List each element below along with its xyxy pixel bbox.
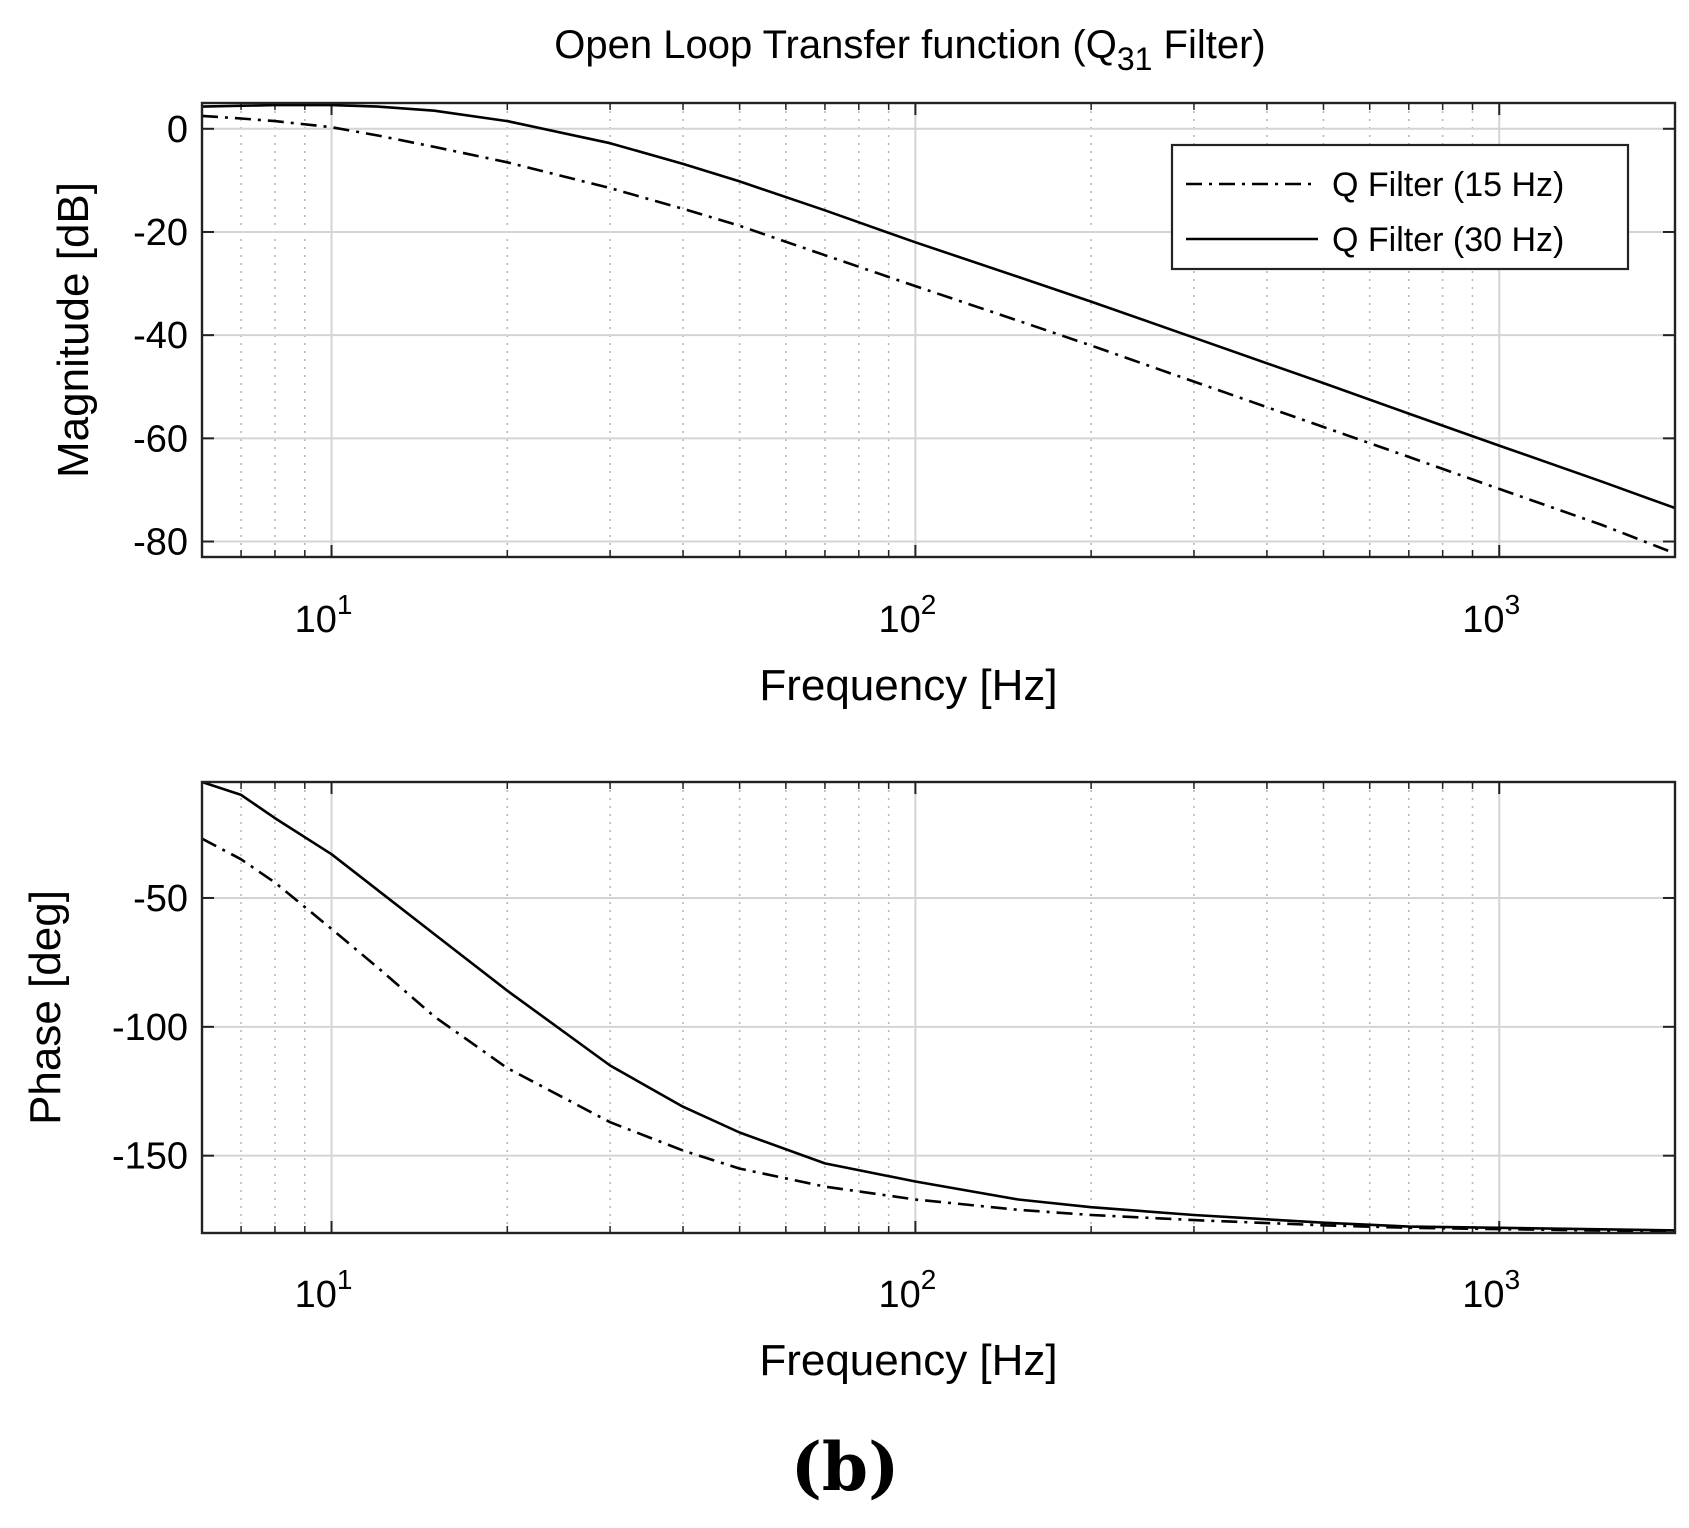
axes-box — [200, 780, 1677, 1235]
y-axis-label: Magnitude [dB] — [49, 182, 98, 478]
x-tick-label: 101 — [295, 1264, 353, 1316]
figure-title: Open Loop Transfer function (Q31 Filter) — [554, 23, 1265, 77]
x-tick-base: 10 — [295, 1274, 337, 1316]
legend-entry-label: Q Filter (15 Hz) — [1332, 166, 1564, 204]
x-tick-base: 10 — [295, 599, 337, 641]
y-tick-label: -20 — [133, 212, 188, 254]
x-tick-exponent: 3 — [1505, 589, 1521, 620]
series-line-30hz — [202, 103, 1675, 510]
x-tick-base: 10 — [878, 1274, 920, 1316]
x-tick-exponent: 2 — [921, 589, 937, 620]
x-tick-exponent: 1 — [337, 589, 353, 620]
x-tick-exponent: 1 — [337, 1264, 353, 1295]
legend-box — [1170, 143, 1630, 271]
x-tick-label: 103 — [1462, 589, 1520, 641]
title-prefix: Open Loop Transfer function (Q — [554, 23, 1117, 67]
x-axis-label: Frequency [Hz] — [759, 661, 1057, 710]
x-tick-base: 10 — [1462, 1274, 1504, 1316]
x-tick-base: 10 — [1462, 599, 1504, 641]
y-tick-label: -100 — [112, 1007, 188, 1049]
y-tick-label: -150 — [112, 1136, 188, 1178]
x-tick-label: 102 — [878, 1264, 936, 1316]
x-tick-exponent: 3 — [1505, 1264, 1521, 1295]
x-tick-label: 103 — [1462, 1264, 1520, 1316]
x-tick-label: 101 — [295, 589, 353, 641]
x-axis-label: Frequency [Hz] — [759, 1336, 1057, 1385]
series-line-15hz — [202, 837, 1675, 1233]
series-line-30hz — [202, 782, 1675, 1232]
series-line-15hz — [202, 114, 1675, 555]
y-tick-label: -80 — [133, 522, 188, 564]
y-tick-label: -60 — [133, 418, 188, 460]
y-tick-label: -40 — [133, 315, 188, 357]
y-axis-label: Phase [deg] — [21, 890, 70, 1125]
legend: Q Filter (15 Hz) Q Filter (30 Hz) — [1170, 143, 1630, 271]
figure-caption: (b) — [791, 1428, 900, 1506]
y-tick-label: 0 — [167, 109, 188, 151]
axes-box — [200, 101, 1677, 559]
x-tick-exponent: 2 — [921, 1264, 937, 1295]
x-tick-label: 102 — [878, 589, 936, 641]
title-subscript: 31 — [1117, 41, 1153, 77]
title-suffix: Filter) — [1152, 23, 1265, 67]
legend-entry-label: Q Filter (30 Hz) — [1332, 221, 1564, 259]
y-tick-label: -50 — [133, 878, 188, 920]
x-tick-base: 10 — [878, 599, 920, 641]
